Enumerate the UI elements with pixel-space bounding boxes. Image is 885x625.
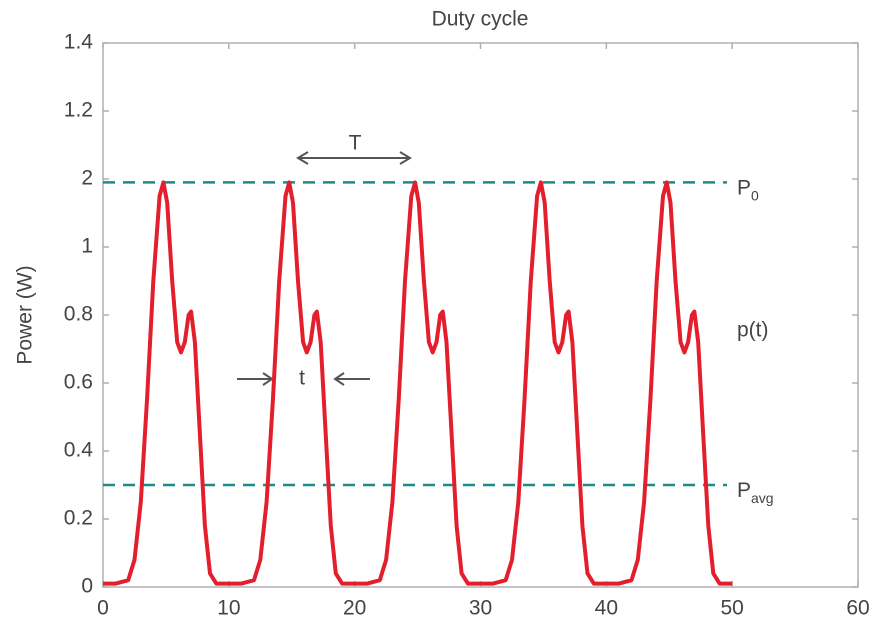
arrow-head <box>262 372 274 386</box>
annotation: t <box>299 367 305 390</box>
reference-subscript: avg <box>751 490 774 506</box>
y-axis-label: Power (W) <box>14 265 37 364</box>
annotation: T <box>349 132 362 155</box>
x-tick-label: 10 <box>217 597 240 620</box>
y-tick-label: 1 <box>81 235 93 258</box>
reference-symbol: P <box>737 479 751 502</box>
y-tick-label: 1.2 <box>64 99 93 122</box>
y-tick-label: 0.2 <box>64 507 93 530</box>
reference-subscript: 0 <box>751 187 759 203</box>
x-tick-label: 60 <box>846 597 869 620</box>
reference-label: Pavg <box>737 479 774 506</box>
x-tick-label: 30 <box>469 597 492 620</box>
series-line <box>103 180 733 586</box>
y-tick-label: 0.6 <box>64 371 93 394</box>
y-tick-label: 1.4 <box>64 31 94 54</box>
x-tick-label: 40 <box>595 597 618 620</box>
chart-title: Duty cycle <box>432 8 529 31</box>
y-tick-label: 0.4 <box>64 439 94 462</box>
x-tick-label: 20 <box>343 597 366 620</box>
arrow-head <box>333 372 345 386</box>
arrow-head <box>296 151 412 165</box>
period-annotation: T <box>296 132 412 165</box>
y-tick-label: 0 <box>81 575 93 598</box>
x-tick-label: 0 <box>97 597 109 620</box>
y-tick-label: 2 <box>81 167 93 190</box>
series-label: p(t) <box>737 319 769 342</box>
width-annotation: t <box>237 367 370 390</box>
x-tick-label: 50 <box>720 597 743 620</box>
reference-label: P0 <box>737 176 759 203</box>
plot-frame <box>102 42 859 588</box>
y-tick-label: 0.8 <box>64 303 93 326</box>
reference-symbol: P <box>737 176 751 199</box>
